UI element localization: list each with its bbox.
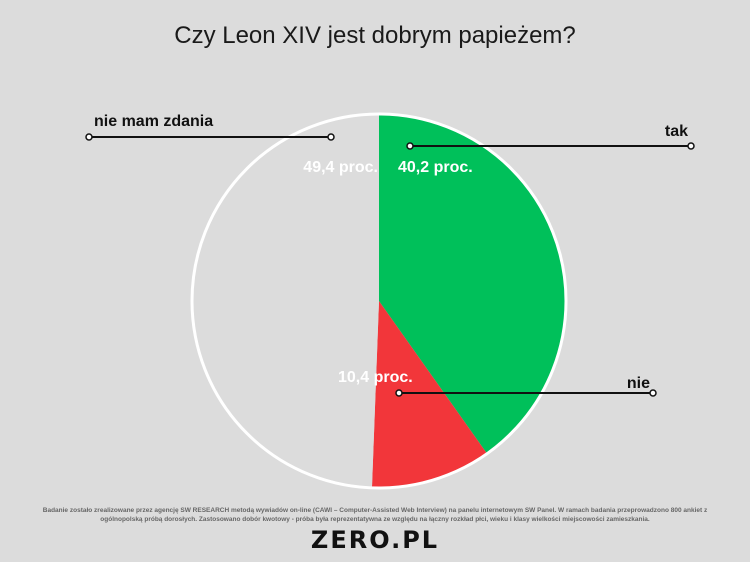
- data-label-tak: 40,2 proc.: [398, 159, 473, 176]
- methodology-footnote: Badanie zostało zrealizowane przez agenc…: [8, 506, 742, 525]
- data-label-nie-mam-zdania: 49,4 proc.: [303, 159, 378, 176]
- pie-slice-tak: [379, 114, 566, 454]
- callout-dot-nie-1: [395, 389, 403, 397]
- pie-slices: [192, 114, 566, 488]
- category-label-tak: tak: [665, 123, 688, 140]
- pie-outline: [190, 112, 568, 490]
- category-label-nie: nie: [627, 375, 650, 392]
- callout-dot-nie-mam-zdania-2: [327, 133, 335, 141]
- zero-pl-logo: ZERO.PL: [310, 526, 440, 554]
- pie-slice-nie-mam-zdania: [192, 114, 379, 488]
- data-label-nie: 10,4 proc.: [338, 369, 413, 386]
- pie-chart: 40,2 proc. tak 10,4 proc. nie 49,4 proc. nie …: [85, 112, 695, 490]
- footnote-line-2: ogólnopolską próbą dorosłych. Zastosowan…: [100, 516, 650, 524]
- category-label-nie-mam-zdania: nie mam zdania: [94, 113, 213, 130]
- footnote-line-1: Badanie zostało zrealizowane przez agenc…: [42, 507, 708, 514]
- pie-callouts: 40,2 proc. tak 10,4 proc. nie 49,4 proc. nie …: [85, 113, 695, 397]
- callout-dot-tak-1: [406, 142, 414, 150]
- callout-dot-nie-mam-zdania-1: [85, 133, 93, 141]
- callout-dot-nie-2: [649, 389, 657, 397]
- callout-dot-tak-2: [687, 142, 695, 150]
- pie-slice-nie: [371, 301, 488, 488]
- chart-title: Czy Leon XIV jest dobrym papieżem?: [174, 22, 576, 49]
